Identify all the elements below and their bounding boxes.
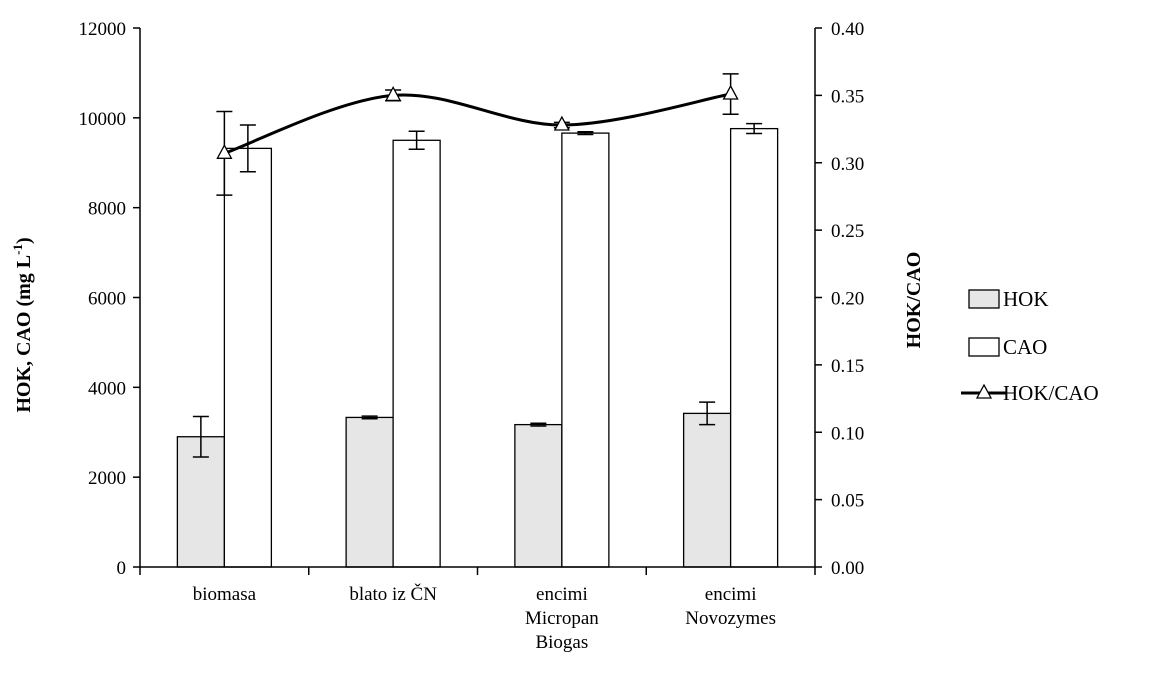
right-tick-label: 0.10 <box>831 423 864 444</box>
right-tick-label: 0.30 <box>831 154 864 175</box>
x-tick-label-line: encimi <box>536 584 588 605</box>
bar-hok <box>514 423 563 568</box>
left-tick-label: 4000 <box>88 378 126 399</box>
bar-cao <box>561 132 610 568</box>
legend-label: HOK <box>1003 287 1049 311</box>
left-tick-label: 2000 <box>88 468 126 489</box>
x-tick-label: biomasa <box>193 584 257 605</box>
left-tick-label: 8000 <box>88 199 126 220</box>
right-tick-label: 0.35 <box>831 86 864 107</box>
right-tick-label: 0.15 <box>831 356 864 377</box>
x-tick-label-line: Novozymes <box>685 608 776 629</box>
bar-hok <box>682 412 732 568</box>
y-axis-title-close: ) <box>13 237 35 244</box>
legend-swatch-cao <box>968 337 1000 357</box>
right-tick-label: 0.20 <box>831 289 864 310</box>
x-tick-label-line: biomasa <box>193 584 257 605</box>
right-tick-label: 0.05 <box>831 491 864 512</box>
triangle-marker <box>216 143 233 159</box>
x-tick-label-line: Micropan <box>525 608 599 629</box>
left-tick-label: 6000 <box>88 289 126 310</box>
y-axis-title-sup: -1 <box>10 244 25 255</box>
y-axis-title-main: HOK, CAO (mg L <box>13 255 35 413</box>
legend-label: HOK/CAO <box>1003 381 1099 405</box>
left-tick-label: 0 <box>117 558 127 579</box>
ratio-line <box>223 92 731 155</box>
legend-label: CAO <box>1003 335 1047 359</box>
right-tick-label: 0.25 <box>831 221 864 242</box>
triangle-marker <box>722 84 739 100</box>
bar-hok <box>345 416 394 568</box>
bar-cao <box>223 147 273 568</box>
triangle-marker <box>385 86 402 102</box>
triangle-marker <box>553 115 570 131</box>
left-tick-label: 12000 <box>79 19 127 40</box>
legend-swatch-hok <box>968 289 1000 309</box>
y-axis-title: HOK, CAO (mg L-1) <box>10 237 35 412</box>
legend: HOK CAO HOK/CAO <box>961 287 1099 405</box>
bar-cao <box>729 127 779 568</box>
right-axis: 0.00 0.05 0.10 0.15 0.20 0.25 0.30 0.35 0.40 <box>814 19 864 579</box>
x-tick-label-line: blato iz ČN <box>349 583 437 605</box>
y2-axis-title: HOK/CAO <box>903 252 925 349</box>
x-tick-label-line: Biogas <box>535 632 588 653</box>
x-tick-label: encimi Novozymes <box>685 584 776 629</box>
x-tick-label: blato iz ČN <box>349 583 437 605</box>
right-tick-label: 0.00 <box>831 558 864 579</box>
left-tick-label: 10000 <box>79 109 127 130</box>
plot-area <box>176 73 779 568</box>
bar-cao <box>392 139 441 568</box>
x-tick-label-line: encimi <box>705 584 757 605</box>
x-axis: biomasa blato iz ČN encimi Micropan Biogasen… <box>139 566 816 653</box>
left-axis: 0 2000 4000 6000 8000 10000 12000 <box>79 19 141 579</box>
legend-swatch-marker <box>975 383 993 399</box>
bar-hok <box>176 436 226 568</box>
x-tick-label: encimi Micropan Biogas <box>525 584 599 653</box>
right-tick-label: 0.40 <box>831 19 864 40</box>
